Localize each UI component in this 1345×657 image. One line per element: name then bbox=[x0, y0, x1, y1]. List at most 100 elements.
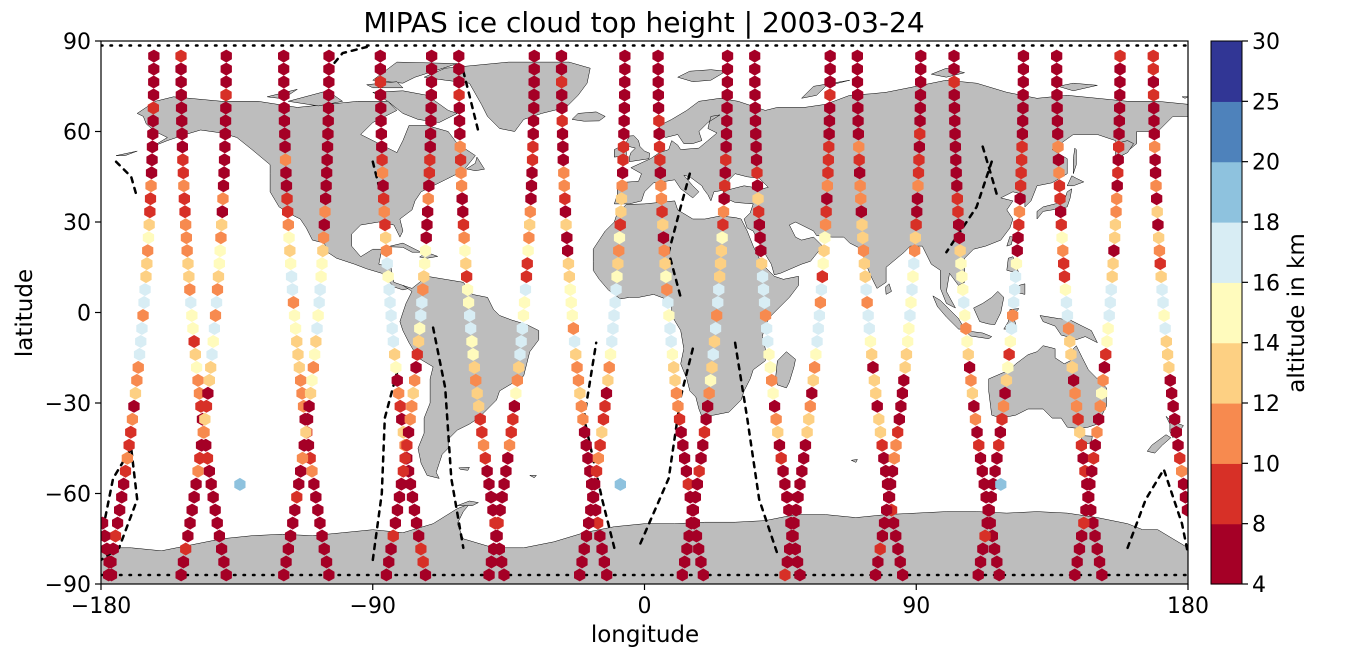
data-point bbox=[562, 257, 575, 271]
data-point bbox=[618, 101, 630, 115]
data-point bbox=[977, 542, 989, 556]
data-point bbox=[662, 296, 674, 309]
data-point bbox=[415, 309, 427, 322]
data-point bbox=[1114, 75, 1126, 89]
data-point bbox=[296, 386, 308, 400]
data-point bbox=[321, 166, 333, 180]
data-point bbox=[679, 451, 691, 465]
data-point bbox=[298, 438, 310, 452]
colorbar-tick-label: 18 bbox=[1252, 211, 1280, 236]
land-south-america bbox=[399, 276, 540, 479]
data-point bbox=[720, 153, 732, 167]
data-point bbox=[790, 503, 802, 517]
data-point bbox=[1148, 101, 1160, 115]
data-point bbox=[132, 360, 144, 374]
data-point bbox=[677, 438, 689, 452]
data-point bbox=[749, 62, 761, 76]
data-point bbox=[390, 360, 402, 374]
data-point bbox=[878, 451, 890, 465]
data-point bbox=[454, 140, 466, 154]
data-point bbox=[455, 153, 467, 167]
data-point bbox=[1078, 516, 1090, 530]
data-point bbox=[517, 309, 530, 322]
data-point bbox=[426, 62, 438, 76]
data-point bbox=[818, 244, 830, 258]
data-point bbox=[557, 153, 569, 167]
data-point bbox=[749, 75, 761, 89]
data-point bbox=[295, 464, 307, 478]
data-point bbox=[598, 555, 610, 569]
data-point bbox=[412, 335, 425, 348]
data-point bbox=[680, 464, 692, 478]
data-point bbox=[507, 412, 519, 426]
data-point bbox=[425, 127, 437, 141]
data-point bbox=[974, 451, 987, 465]
data-point bbox=[466, 335, 478, 348]
data-point bbox=[602, 373, 614, 387]
data-point bbox=[855, 192, 867, 206]
data-point bbox=[175, 101, 188, 115]
data-point bbox=[911, 192, 924, 206]
data-point bbox=[589, 477, 601, 491]
data-point bbox=[391, 373, 403, 387]
data-point bbox=[1101, 335, 1113, 348]
data-point bbox=[217, 179, 230, 193]
dashed-boundary-3 bbox=[431, 326, 465, 550]
data-point bbox=[908, 257, 920, 271]
data-point bbox=[1087, 516, 1099, 530]
data-point bbox=[318, 542, 330, 556]
dashed-boundary-13 bbox=[371, 160, 381, 188]
data-point bbox=[1058, 270, 1071, 284]
data-point bbox=[1164, 373, 1176, 387]
data-point bbox=[219, 127, 231, 141]
data-point bbox=[410, 360, 422, 374]
data-point bbox=[958, 296, 970, 309]
data-point bbox=[393, 386, 405, 400]
data-point bbox=[1103, 309, 1115, 322]
data-point bbox=[721, 75, 733, 89]
colorbar-tick-label: 10 bbox=[1252, 452, 1280, 477]
data-point bbox=[761, 322, 773, 335]
data-point bbox=[913, 153, 925, 167]
data-point bbox=[693, 542, 705, 556]
data-point bbox=[751, 166, 763, 180]
data-point bbox=[175, 88, 187, 102]
data-point bbox=[203, 464, 215, 478]
data-point bbox=[594, 529, 606, 543]
data-point bbox=[781, 555, 793, 569]
data-point bbox=[823, 114, 836, 128]
data-point bbox=[558, 166, 570, 180]
data-point bbox=[762, 335, 774, 348]
data-point bbox=[285, 257, 297, 271]
data-point bbox=[1114, 101, 1126, 115]
data-point bbox=[991, 451, 1003, 465]
data-point bbox=[866, 347, 878, 361]
land-borneo bbox=[973, 291, 1005, 325]
data-point bbox=[213, 529, 225, 543]
data-point bbox=[220, 75, 232, 89]
data-point bbox=[220, 568, 232, 582]
data-point bbox=[396, 412, 408, 426]
data-point bbox=[322, 101, 335, 115]
data-point bbox=[1156, 283, 1168, 297]
data-point bbox=[417, 283, 429, 297]
data-point bbox=[1149, 166, 1162, 180]
data-point bbox=[496, 555, 508, 569]
land-antarctic-peninsula-isl bbox=[457, 500, 479, 506]
data-point bbox=[101, 542, 113, 556]
data-point bbox=[378, 192, 390, 206]
data-point bbox=[528, 75, 540, 89]
data-point bbox=[306, 373, 318, 387]
data-point bbox=[656, 205, 668, 219]
data-point bbox=[697, 438, 709, 452]
data-point bbox=[556, 101, 568, 115]
data-point bbox=[993, 568, 1005, 582]
data-point bbox=[896, 386, 908, 400]
data-point bbox=[278, 88, 290, 102]
data-point bbox=[675, 425, 687, 439]
data-point bbox=[1112, 153, 1124, 167]
data-point bbox=[669, 373, 681, 387]
data-point bbox=[216, 542, 228, 556]
data-point bbox=[474, 412, 486, 426]
data-point bbox=[659, 257, 671, 271]
